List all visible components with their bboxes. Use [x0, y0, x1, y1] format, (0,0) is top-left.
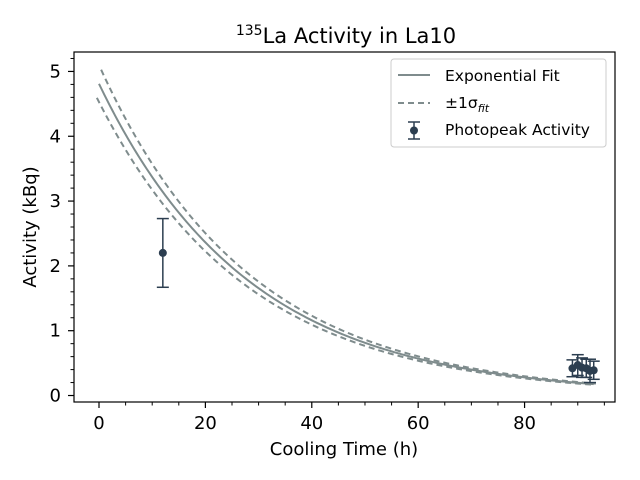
y-axis-label: Activity (kBq) [20, 166, 41, 287]
x-tick-label: 0 [93, 413, 104, 434]
legend-data-label: Photopeak Activity [445, 121, 590, 139]
major-ticks: 0 20 40 60 80 0 1 2 3 4 5 [50, 61, 536, 434]
fit-curves [95, 69, 596, 386]
x-axis-label: Cooling Time (h) [270, 439, 418, 460]
fit-upper-sigma-line [100, 69, 596, 385]
legend-sigma-subscript: fit [478, 102, 490, 115]
data-point [156, 217, 169, 289]
y-tick-label: 5 [50, 61, 61, 82]
data-points [156, 217, 600, 384]
legend-sigma-label: ±1σfit [445, 94, 490, 115]
fit-line [98, 83, 594, 386]
legend-fit-label: Exponential Fit [445, 67, 560, 85]
legend: Exponential Fit ±1σfit Photopeak Activit… [390, 58, 607, 148]
legend-marker [410, 126, 418, 135]
x-tick-label: 80 [513, 413, 536, 434]
data-point [587, 360, 600, 381]
minor-ticks [70, 57, 605, 406]
title-main: La Activity in La10 [263, 24, 457, 48]
y-tick-label: 0 [50, 386, 61, 407]
fit-lower-sigma-line [95, 97, 592, 386]
x-tick-label: 60 [407, 413, 430, 434]
legend-sigma-main: ±1σ [445, 94, 478, 112]
x-tick-label: 20 [194, 413, 217, 434]
y-tick-label: 4 [50, 126, 61, 147]
y-tick-label: 3 [50, 191, 61, 212]
data-marker [589, 366, 598, 375]
y-tick-label: 1 [50, 321, 61, 342]
legend-frame [390, 58, 607, 148]
title-superscript: 135 [236, 23, 263, 39]
data-marker [158, 248, 167, 257]
y-tick-label: 2 [50, 256, 61, 277]
x-tick-label: 40 [300, 413, 323, 434]
chart-title: 135La Activity in La10 [236, 23, 456, 48]
